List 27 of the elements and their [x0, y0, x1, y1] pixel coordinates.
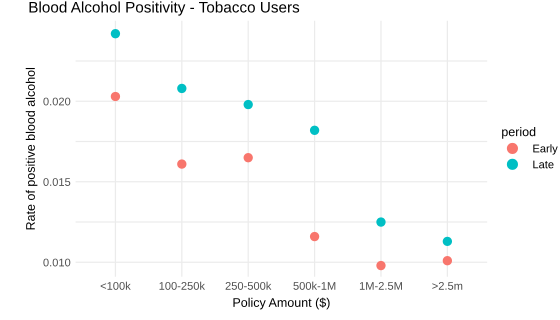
- x-tick-label: >2.5m: [432, 282, 462, 290]
- point: [310, 232, 320, 242]
- point: [442, 236, 452, 246]
- point: [177, 84, 186, 94]
- point: [310, 126, 320, 135]
- point: [244, 152, 253, 162]
- y-tick-label: 0.010: [43, 258, 70, 266]
- point: [376, 260, 386, 270]
- point: [110, 92, 120, 102]
- point: [110, 29, 120, 38]
- point: [177, 159, 186, 169]
- x-tick-label: 1M-2.5M: [360, 282, 402, 290]
- x-tick-label: 500k-1M: [293, 282, 336, 290]
- x-tick-label: <100k: [100, 282, 131, 290]
- point: [376, 217, 386, 227]
- y-tick-label: 0.015: [43, 178, 70, 186]
- x-tick-label: 250-500k: [226, 282, 272, 290]
- point: [244, 100, 253, 110]
- x-tick-label: 100-250k: [160, 282, 206, 290]
- x-axis-title: Policy Amount ($): [233, 298, 330, 310]
- y-axis-title: Rate of positive blood alcohol: [26, 68, 38, 230]
- y-tick-label: 0.020: [43, 98, 70, 106]
- legend-title: period: [502, 127, 536, 139]
- legend-label: Late: [533, 160, 554, 168]
- point: [442, 256, 452, 266]
- legend-label: Early: [533, 144, 558, 155]
- chart-title: Blood Alcohol Positivity - Tobacco Users: [30, 1, 300, 16]
